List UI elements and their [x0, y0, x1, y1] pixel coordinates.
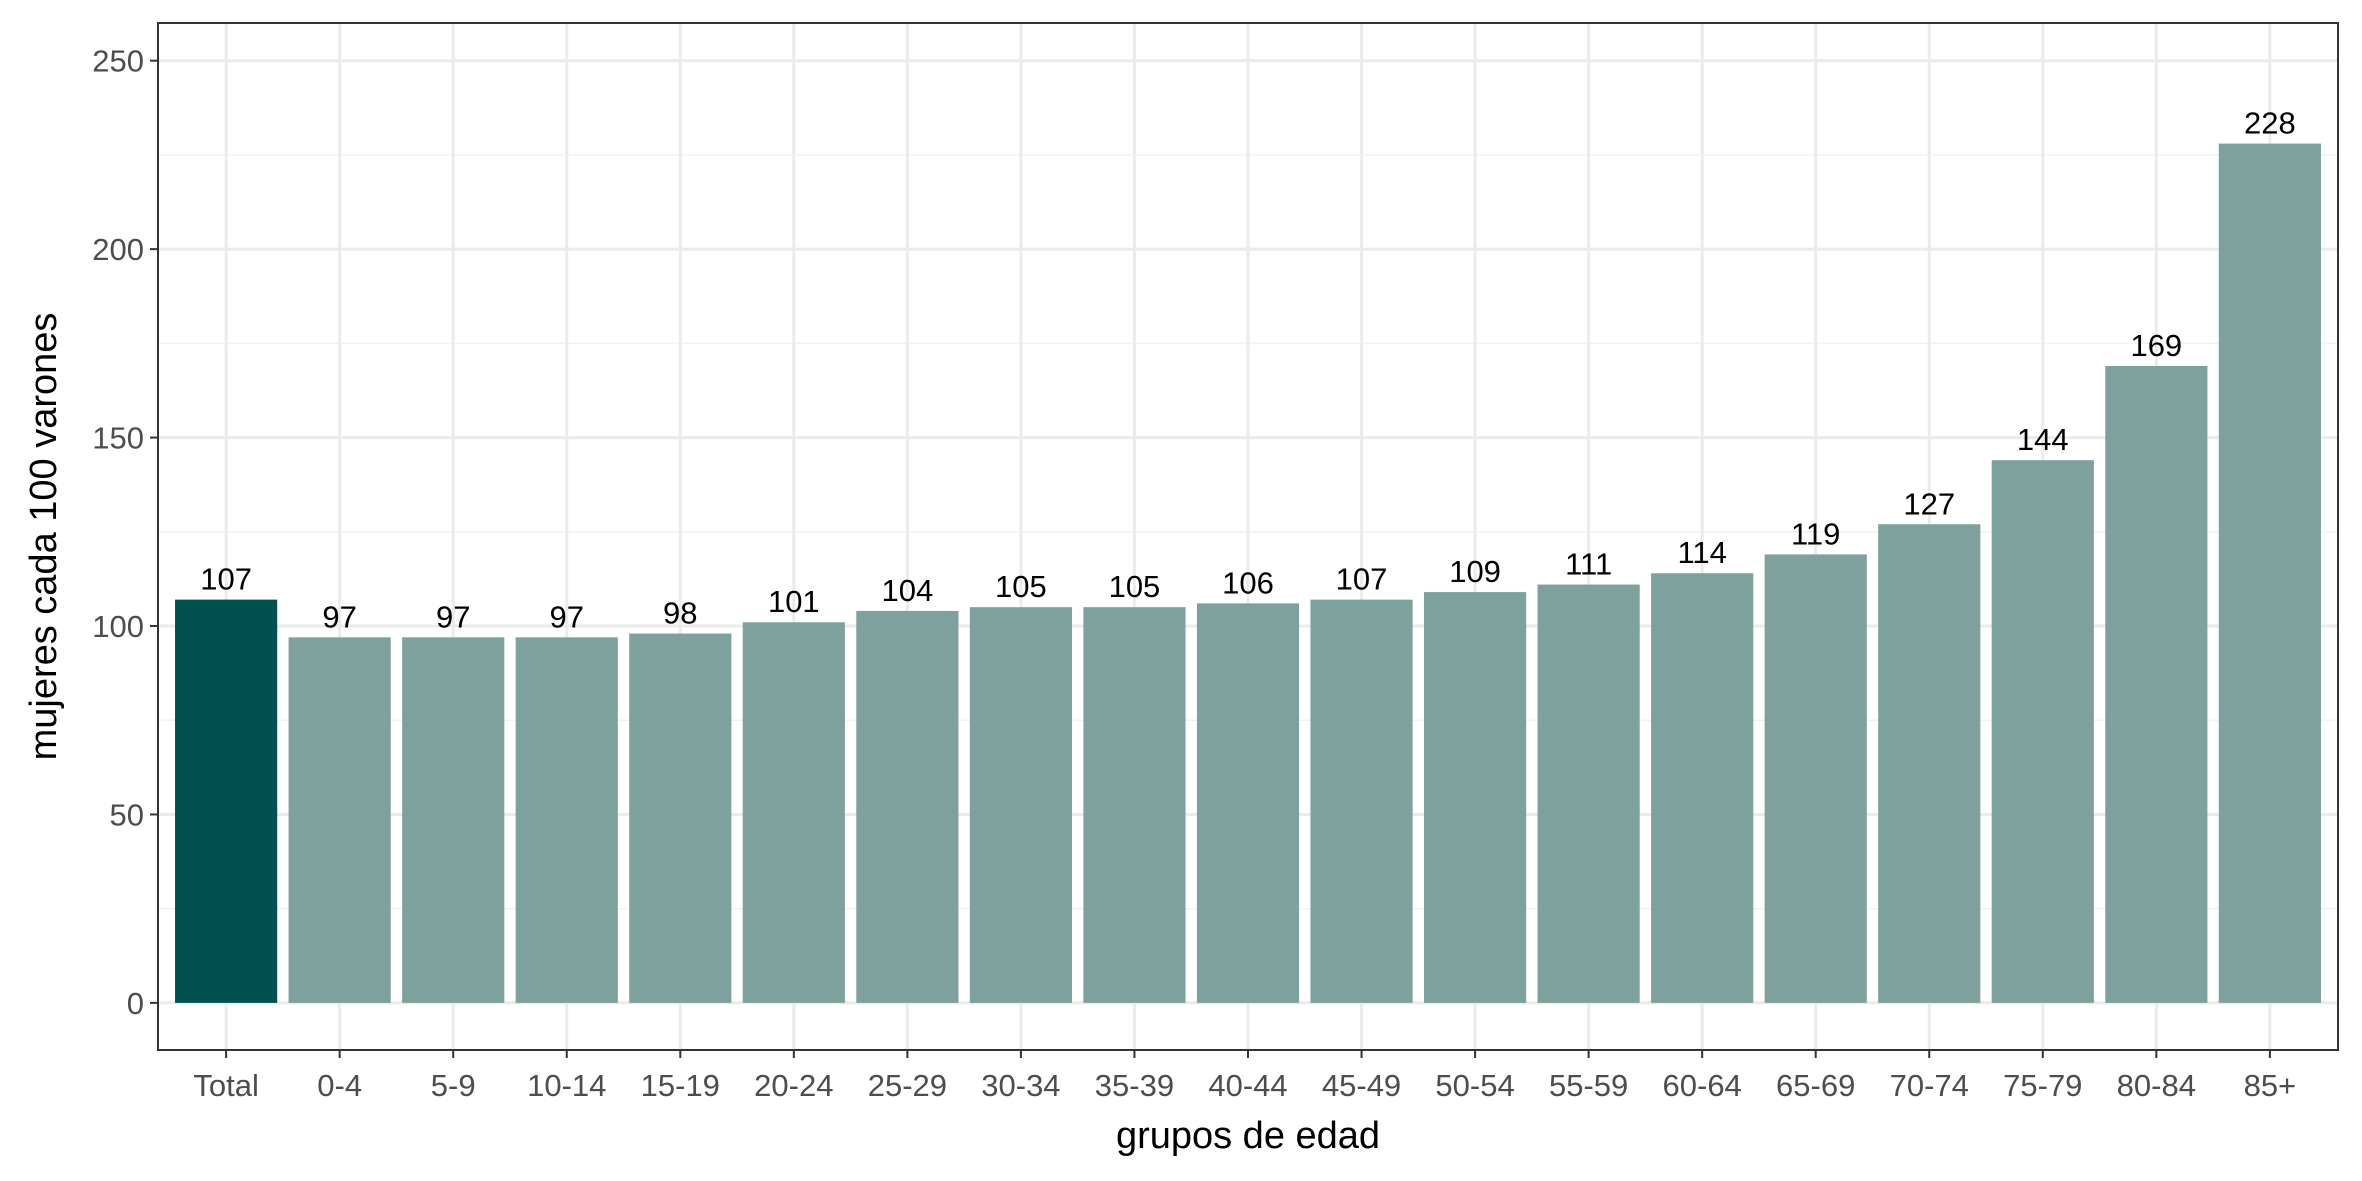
bar-40-44	[1196, 603, 1300, 1003]
data-label-70-74: 127	[1903, 486, 1955, 521]
bar-45-49	[1310, 599, 1413, 1003]
bar-65-69	[1764, 554, 1867, 1003]
data-label-30-34: 105	[995, 569, 1047, 604]
x-tick-label: 5-9	[431, 1068, 476, 1103]
data-label-40-44: 106	[1222, 565, 1274, 600]
x-tick-label: 25-29	[868, 1068, 947, 1103]
bar-10-14	[515, 637, 618, 1003]
data-label-85+: 228	[2244, 106, 2296, 141]
x-tick-label: 45-49	[1322, 1068, 1401, 1103]
bar-15-19	[629, 633, 732, 1003]
data-label-75-79: 144	[2017, 422, 2069, 457]
y-tick-label: 150	[92, 421, 144, 456]
data-label-0-4: 97	[322, 599, 356, 634]
data-label-5-9: 97	[436, 599, 470, 634]
x-tick-label: 50-54	[1435, 1068, 1514, 1103]
x-tick-label: 30-34	[981, 1068, 1060, 1103]
x-tick-label: 60-64	[1663, 1068, 1742, 1103]
bar-20-24	[742, 622, 845, 1003]
y-axis-title: mujeres cada 100 varones	[23, 313, 65, 761]
data-label-20-24: 101	[768, 584, 820, 619]
x-tick-label: 0-4	[317, 1068, 362, 1103]
x-tick-label: 75-79	[2003, 1068, 2082, 1103]
data-label-50-54: 109	[1449, 554, 1501, 589]
bar-55-59	[1537, 584, 1640, 1003]
bar-0-4	[288, 637, 391, 1003]
data-label-45-49: 107	[1336, 562, 1388, 597]
x-tick-label: 35-39	[1095, 1068, 1174, 1103]
x-tick-label: 65-69	[1776, 1068, 1855, 1103]
y-tick-label: 0	[127, 986, 144, 1021]
bar-70-74	[1878, 524, 1981, 1003]
x-tick-label: 70-74	[1890, 1068, 1969, 1103]
data-label-Total: 107	[200, 562, 252, 597]
x-tick-label: 20-24	[754, 1068, 833, 1103]
data-label-35-39: 105	[1109, 569, 1161, 604]
bar-75-79	[1991, 460, 2094, 1003]
y-tick-label: 200	[92, 232, 144, 267]
bar-85+	[2218, 143, 2321, 1003]
x-tick-label: 10-14	[527, 1068, 606, 1103]
bar-Total	[175, 599, 278, 1003]
x-tick-label: 40-44	[1208, 1068, 1287, 1103]
x-tick-label: Total	[193, 1068, 258, 1103]
data-labels: 107 97 97 97 98 101 104 105 105 106 107 109 111 114 11…	[200, 106, 2295, 635]
bar-25-29	[856, 610, 959, 1003]
data-label-55-59: 111	[1565, 547, 1612, 582]
data-label-60-64: 114	[1677, 535, 1726, 570]
x-tick-label: 85+	[2244, 1068, 2297, 1103]
axes: 0 50 100 150 200 250 Total 0-4 5-9 10-14 15-19 20-2…	[92, 22, 2339, 1103]
data-label-25-29: 104	[882, 573, 934, 608]
data-label-15-19: 98	[663, 596, 697, 631]
x-tick-label: 55-59	[1549, 1068, 1628, 1103]
bar-50-54	[1423, 592, 1527, 1003]
data-label-80-84: 169	[2130, 328, 2182, 363]
bars	[175, 143, 2321, 1003]
y-tick-label: 50	[110, 797, 144, 832]
bar-5-9	[402, 637, 505, 1003]
data-label-65-69: 119	[1791, 516, 1840, 551]
y-tick-label: 100	[92, 609, 144, 644]
data-label-10-14: 97	[550, 599, 584, 634]
bar-60-64	[1651, 573, 1754, 1003]
bar-30-34	[969, 607, 1073, 1003]
bar-80-84	[2105, 365, 2208, 1003]
x-tick-label: 15-19	[641, 1068, 720, 1103]
bar-35-39	[1083, 607, 1186, 1003]
x-axis-title: grupos de edad	[1116, 1115, 1380, 1157]
x-tick-label: 80-84	[2117, 1068, 2196, 1103]
y-tick-label: 250	[92, 44, 144, 79]
